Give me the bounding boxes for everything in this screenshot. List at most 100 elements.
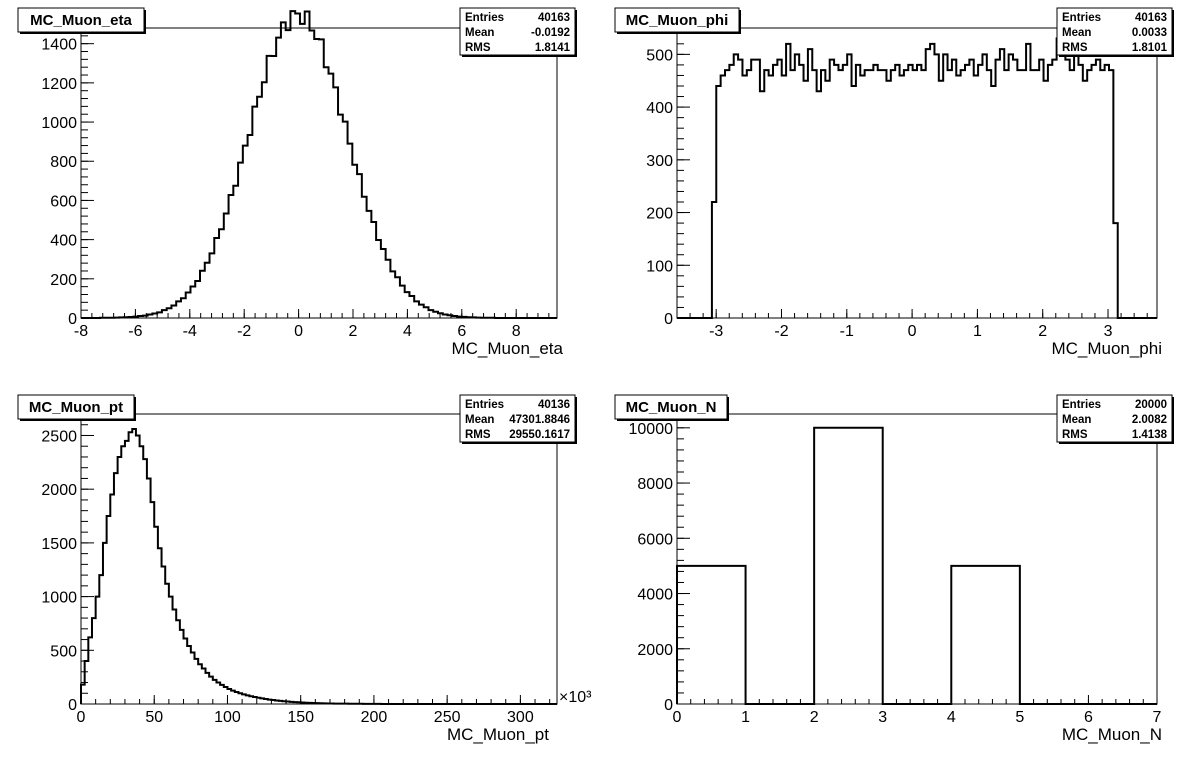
stats-key: Entries: [1062, 399, 1101, 411]
y-tick-label: 400: [50, 233, 77, 250]
stats-value: 1.8141: [535, 42, 571, 54]
x-tick-label: 300: [507, 709, 534, 726]
y-tick-label: 800: [50, 154, 77, 171]
stats-key: Entries: [465, 12, 504, 24]
stats-value: 47301.8846: [509, 414, 570, 426]
stats-value: 40163: [1135, 12, 1167, 24]
stats-value: 2.0082: [1132, 414, 1167, 426]
plot-frame: [80, 27, 558, 319]
x-tick-label: 1: [973, 323, 982, 340]
x-tick-label: -6: [128, 323, 142, 340]
x-tick-label: -2: [237, 323, 251, 340]
stats-value: 20000: [1135, 399, 1167, 411]
title-box: [17, 7, 145, 33]
stats-key: Entries: [465, 399, 504, 411]
x-tick-label: 2: [1038, 323, 1047, 340]
x-axis-label: MC_Muon_N: [1062, 725, 1162, 744]
y-tick-label: 500: [646, 47, 673, 64]
x-tick-label: 200: [361, 709, 388, 726]
y-tick-label: 600: [50, 193, 77, 210]
x-tick-label: 150: [287, 709, 314, 726]
plot-frame: [676, 27, 1158, 319]
x-tick-label: 1: [741, 709, 750, 726]
y-tick-label: 0: [664, 311, 673, 328]
stats-value: -0.0192: [531, 27, 570, 39]
x-tick-label: 50: [145, 709, 163, 726]
x-tick-label: 0: [673, 709, 682, 726]
x-tick-label: 250: [434, 709, 461, 726]
stats-value: 1.4138: [1132, 429, 1168, 441]
histogram-series: [81, 10, 557, 319]
stats-key: RMS: [1062, 42, 1088, 54]
title-box: [17, 394, 135, 420]
x-tick-label: 4: [947, 709, 956, 726]
y-tick-label: 0: [68, 311, 77, 328]
x-tick-label: -1: [840, 323, 854, 340]
stats-value: 29550.1617: [509, 429, 570, 441]
x-tick-label: -3: [709, 323, 723, 340]
x-tick-label: 7: [1153, 709, 1162, 726]
y-tick-label: 4000: [637, 587, 673, 604]
stats-value: 0.0033: [1132, 27, 1167, 39]
x-tick-label: 2: [349, 323, 358, 340]
x-scale-label: ×10³: [559, 689, 592, 706]
title-box: [614, 394, 728, 420]
y-tick-label: 300: [646, 153, 673, 170]
x-axis-label: MC_Muon_eta: [451, 339, 563, 358]
stats-key: Mean: [1062, 414, 1091, 426]
chart-title: MC_Muon_phi: [626, 12, 729, 29]
y-tick-label: 8000: [637, 476, 673, 493]
stats-key: RMS: [465, 429, 491, 441]
y-tick-label: 1000: [41, 115, 77, 132]
x-tick-label: 8: [512, 323, 521, 340]
x-tick-label: 3: [1104, 323, 1113, 340]
y-tick-label: 2000: [637, 642, 673, 659]
y-tick-label: 1000: [41, 590, 77, 607]
y-tick-label: 2000: [41, 482, 77, 499]
x-tick-label: 100: [214, 709, 241, 726]
stats-value: 1.8101: [1132, 42, 1168, 54]
x-tick-label: 4: [403, 323, 412, 340]
y-tick-label: 1500: [41, 536, 77, 553]
y-tick-label: 200: [50, 272, 77, 289]
stats-value: 40163: [538, 12, 570, 24]
x-tick-label: 0: [908, 323, 917, 340]
y-tick-label: 6000: [637, 531, 673, 548]
title-box: [614, 7, 740, 33]
stats-box: [459, 7, 576, 56]
y-tick-label: 400: [646, 100, 673, 117]
x-tick-label: -2: [774, 323, 788, 340]
stats-key: Entries: [1062, 12, 1101, 24]
y-tick-label: 0: [664, 697, 673, 714]
chart-title: MC_Muon_eta: [30, 12, 132, 29]
stats-box: [1056, 394, 1173, 443]
y-tick-label: 10000: [629, 421, 674, 438]
x-tick-label: 5: [1015, 709, 1024, 726]
x-axis-label: MC_Muon_pt: [447, 725, 549, 744]
x-tick-label: -8: [74, 323, 88, 340]
chart-title: MC_Muon_pt: [29, 399, 123, 416]
chart-title: MC_Muon_N: [626, 399, 717, 416]
x-tick-label: 6: [457, 323, 466, 340]
stats-value: 40136: [538, 399, 570, 411]
histogram-series: [80, 428, 557, 705]
stats-key: Mean: [465, 414, 494, 426]
x-tick-label: 0: [77, 709, 86, 726]
x-tick-label: 2: [810, 709, 819, 726]
y-tick-label: 1400: [41, 37, 77, 54]
x-tick-label: 6: [1084, 709, 1093, 726]
plot-frame: [676, 413, 1158, 705]
x-tick-label: 3: [878, 709, 887, 726]
y-tick-label: 0: [68, 697, 77, 714]
stats-key: Mean: [1062, 27, 1091, 39]
stats-box: [1056, 7, 1173, 56]
stats-key: RMS: [465, 42, 491, 54]
histogram-series: [676, 426, 1157, 705]
histogram-series: [677, 37, 1157, 319]
stats-key: Mean: [465, 27, 494, 39]
